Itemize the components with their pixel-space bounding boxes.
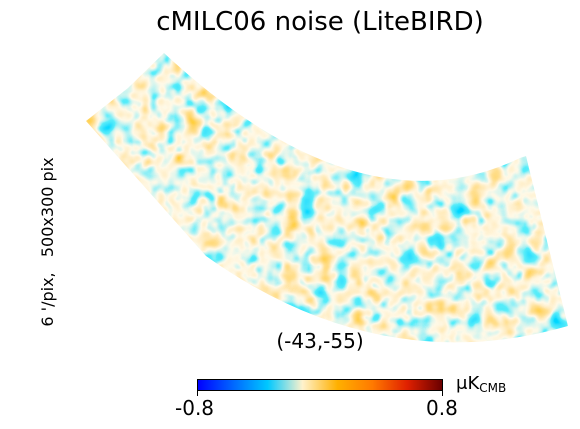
map-title: cMILC06 noise (LiteBIRD) bbox=[156, 7, 484, 37]
colorbar bbox=[197, 379, 443, 391]
colorbar-max-label: 0.8 bbox=[426, 396, 458, 420]
center-coordinates: (-43,-55) bbox=[276, 329, 364, 353]
colorbar-unit: μKCMB bbox=[456, 373, 507, 395]
colorbar-max-tick bbox=[442, 391, 443, 396]
colorbar-min-label: -0.8 bbox=[175, 396, 215, 420]
colorbar-min-tick bbox=[197, 391, 198, 396]
